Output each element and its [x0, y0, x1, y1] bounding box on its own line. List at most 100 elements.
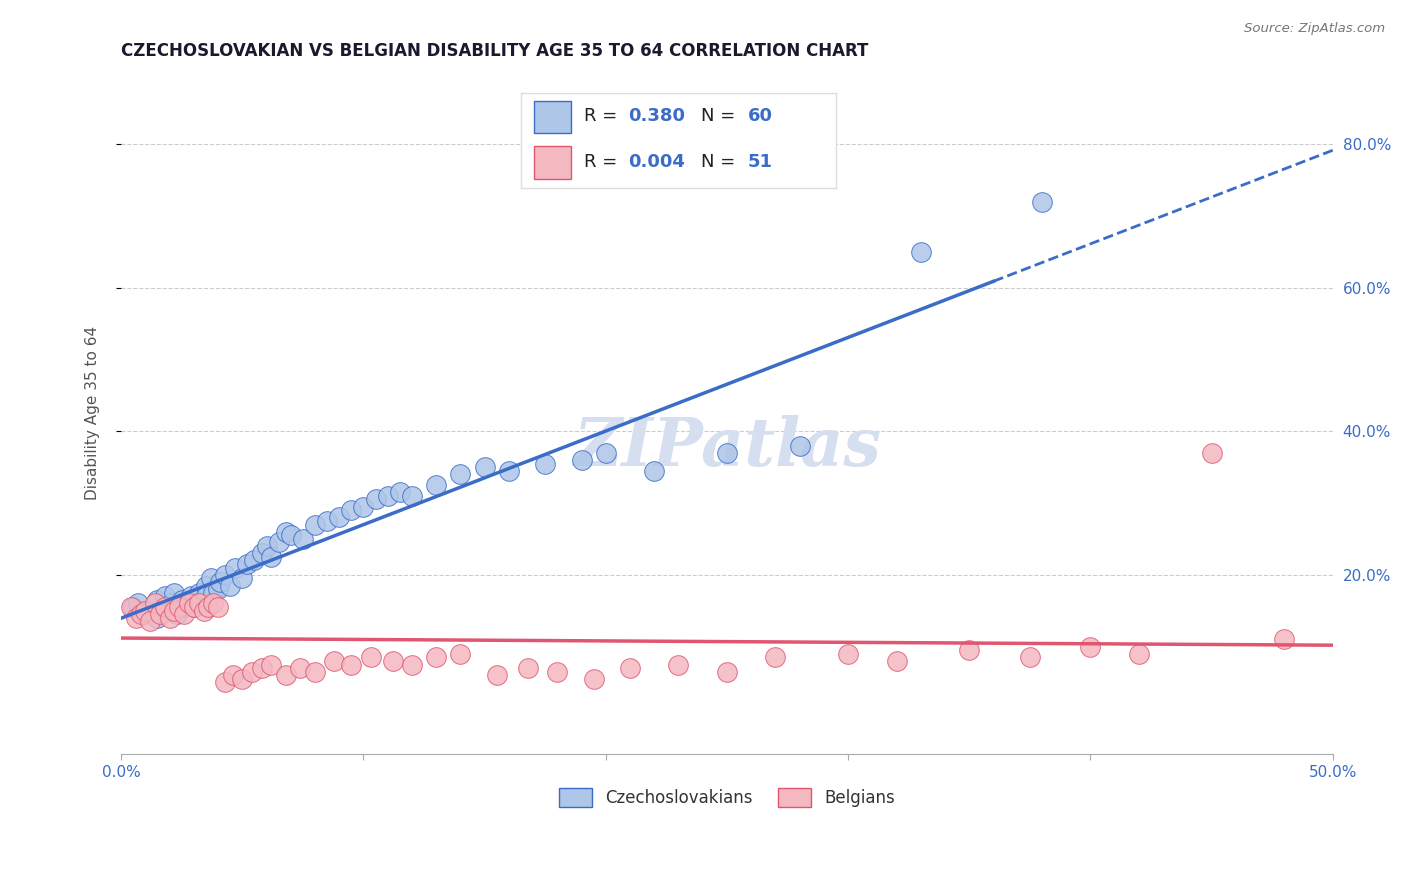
Point — [316, 514, 339, 528]
Point — [153, 590, 176, 604]
Point — [129, 607, 152, 622]
Point — [274, 524, 297, 539]
Point — [183, 600, 205, 615]
Point — [260, 657, 283, 672]
Point — [187, 597, 209, 611]
Point — [1201, 446, 1223, 460]
Point — [207, 582, 229, 596]
Point — [146, 593, 169, 607]
Point — [267, 535, 290, 549]
Point — [194, 590, 217, 604]
Point — [122, 600, 145, 615]
Point — [401, 657, 423, 672]
Point — [146, 611, 169, 625]
Text: Source: ZipAtlas.com: Source: ZipAtlas.com — [1244, 22, 1385, 36]
Point — [328, 510, 350, 524]
Point — [474, 460, 496, 475]
Point — [173, 600, 195, 615]
Point — [180, 590, 202, 604]
Point — [243, 553, 266, 567]
Text: CZECHOSLOVAKIAN VS BELGIAN DISABILITY AGE 35 TO 64 CORRELATION CHART: CZECHOSLOVAKIAN VS BELGIAN DISABILITY AG… — [121, 42, 869, 60]
Point — [194, 578, 217, 592]
Point — [360, 650, 382, 665]
Point — [886, 654, 908, 668]
Point — [169, 600, 191, 615]
Point — [153, 600, 176, 615]
Point — [498, 464, 520, 478]
Point — [197, 600, 219, 615]
Point — [388, 485, 411, 500]
Point — [449, 467, 471, 482]
Point — [340, 657, 363, 672]
Point — [163, 586, 186, 600]
Point — [166, 607, 188, 622]
Point — [401, 489, 423, 503]
Point — [789, 439, 811, 453]
Point — [187, 586, 209, 600]
Point — [221, 668, 243, 682]
Point — [291, 532, 314, 546]
Point — [290, 661, 312, 675]
Point — [159, 604, 181, 618]
Point — [127, 597, 149, 611]
Point — [159, 611, 181, 625]
Point — [153, 600, 176, 615]
Point — [957, 643, 980, 657]
Point — [364, 492, 387, 507]
Point — [209, 574, 232, 589]
Point — [193, 604, 215, 618]
Point — [260, 549, 283, 564]
Point — [534, 457, 557, 471]
Point — [214, 567, 236, 582]
Point — [546, 665, 568, 679]
Point — [1128, 647, 1150, 661]
Point — [139, 615, 162, 629]
Point — [160, 597, 183, 611]
Point — [619, 661, 641, 675]
Point — [177, 597, 200, 611]
Point — [236, 557, 259, 571]
Point — [280, 528, 302, 542]
Point — [149, 607, 172, 622]
Point — [207, 600, 229, 615]
Point — [202, 586, 225, 600]
Point — [219, 578, 242, 592]
Point — [425, 478, 447, 492]
Point — [765, 650, 787, 665]
Point — [173, 607, 195, 622]
Point — [177, 597, 200, 611]
Point — [170, 593, 193, 607]
Point — [274, 668, 297, 682]
Point — [517, 661, 540, 675]
Point — [224, 560, 246, 574]
Point — [716, 446, 738, 460]
Point — [582, 672, 605, 686]
Point — [837, 647, 859, 661]
Point — [1031, 194, 1053, 209]
Point — [134, 607, 156, 622]
Point — [323, 654, 346, 668]
Point — [240, 665, 263, 679]
Point — [163, 604, 186, 618]
Point — [449, 647, 471, 661]
Point — [200, 571, 222, 585]
Point — [485, 668, 508, 682]
Point — [340, 503, 363, 517]
Point — [250, 661, 273, 675]
Point — [381, 654, 404, 668]
Y-axis label: Disability Age 35 to 64: Disability Age 35 to 64 — [86, 326, 100, 500]
Point — [250, 546, 273, 560]
Point — [353, 500, 375, 514]
Point — [231, 672, 253, 686]
Point — [304, 665, 326, 679]
Point — [1080, 640, 1102, 654]
Point — [214, 675, 236, 690]
Legend: Czechoslovakians, Belgians: Czechoslovakians, Belgians — [553, 781, 901, 814]
Text: ZIPatlas: ZIPatlas — [574, 415, 882, 480]
Point — [183, 593, 205, 607]
Point — [139, 604, 162, 618]
Point — [124, 611, 146, 625]
Point — [910, 244, 932, 259]
Point — [143, 597, 166, 611]
Point — [595, 446, 617, 460]
